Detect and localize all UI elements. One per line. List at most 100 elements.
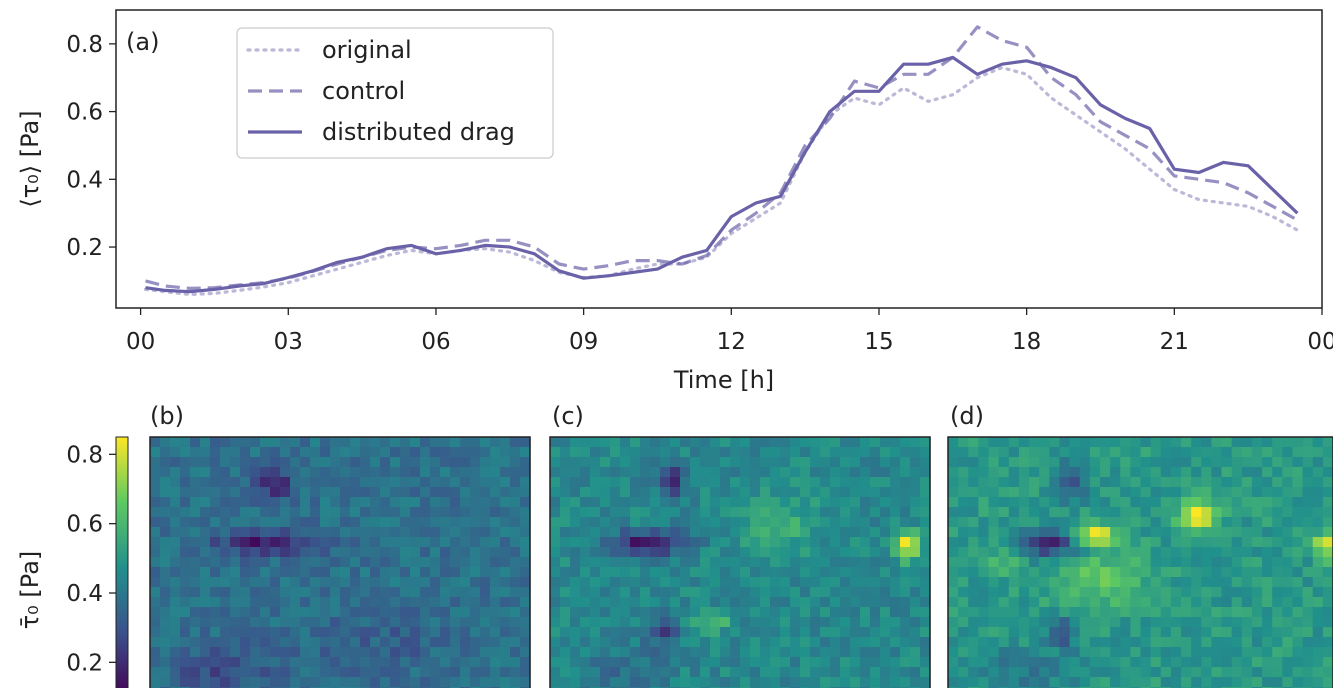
heatmap-cell [480, 637, 491, 648]
heatmap-cell [210, 677, 221, 688]
heatmap-cell [610, 547, 621, 558]
heatmap-cell [1069, 447, 1081, 458]
heatmap-cell [1272, 437, 1283, 448]
heatmap-cell [750, 587, 761, 598]
heatmap-cell [790, 557, 801, 568]
heatmap-cell [1221, 527, 1233, 538]
heatmap-cell [1181, 647, 1192, 658]
heatmap-cell [630, 647, 641, 658]
heatmap-cell [920, 467, 931, 478]
heatmap-cell [500, 677, 511, 688]
heatmap-cell [978, 667, 990, 678]
heatmap-cell [340, 507, 351, 518]
heatmap-cell [220, 507, 231, 518]
heatmap-cell [760, 587, 771, 598]
heatmap-cell [810, 627, 821, 638]
heatmap-cell [1181, 567, 1192, 578]
heatmap-cell [660, 637, 671, 648]
heatmap-cell [1049, 657, 1061, 668]
heatmap-cell [1282, 467, 1294, 478]
heatmap-cell [570, 657, 581, 668]
heatmap-cell [948, 627, 959, 638]
heatmap-cell [1150, 647, 1162, 658]
heatmap-cell [1140, 487, 1152, 498]
heatmap-cell [1211, 487, 1223, 498]
heatmap-cell [780, 637, 791, 648]
heatmap-cell [500, 467, 511, 478]
heatmap-cell [730, 547, 741, 558]
heatmap-cell [840, 497, 851, 508]
heatmap-cell [978, 447, 990, 458]
heatmap-cell [440, 567, 451, 578]
heatmap-cell [690, 517, 701, 528]
heatmap-cell [370, 677, 381, 688]
heatmap-cell [860, 567, 871, 578]
heatmap-cell [360, 437, 371, 448]
heatmap-panel-d [947, 436, 1333, 692]
heatmap-cell [220, 597, 231, 608]
heatmap-cell [240, 527, 251, 538]
heatmap-cell [820, 477, 831, 488]
heatmap-cell [870, 657, 881, 668]
heatmap-cell [580, 477, 591, 488]
heatmap-cell [570, 677, 581, 688]
heatmap-cell [910, 627, 921, 638]
heatmap-cell [1079, 647, 1091, 658]
heatmap-cell [230, 437, 241, 448]
heatmap-cell [790, 467, 801, 478]
panel-label-b: (b) [150, 402, 184, 430]
heatmap-cell [978, 657, 990, 668]
heatmap-cell [1160, 637, 1172, 648]
heatmap-cell [380, 677, 391, 688]
heatmap-cell [700, 497, 711, 508]
heatmap-cell [280, 607, 291, 618]
heatmap-cell [660, 667, 671, 678]
heatmap-cell [270, 667, 281, 678]
heatmap-cell [220, 487, 231, 498]
heatmap-cell [230, 497, 241, 508]
heatmap-cell [770, 587, 781, 598]
heatmap-cell [200, 637, 211, 648]
panel-label-c: (c) [552, 402, 584, 430]
heatmap-cell [1049, 487, 1061, 498]
heatmap-cell [1089, 667, 1101, 678]
heatmap-cell [410, 507, 421, 518]
heatmap-cell [800, 447, 811, 458]
heatmap-cell [1059, 657, 1071, 668]
heatmap-cell [760, 517, 771, 528]
heatmap-cell [360, 537, 371, 548]
heatmap-cell [860, 497, 871, 508]
heatmap-cell [1079, 457, 1091, 468]
heatmap-cell [840, 577, 851, 588]
heatmap-cell [920, 637, 931, 648]
heatmap-cell [760, 647, 771, 658]
heatmap-cell [450, 577, 461, 588]
heatmap-cell [350, 447, 361, 458]
heatmap-cell [1282, 527, 1294, 538]
heatmap-cell [910, 487, 921, 498]
heatmap-cell [280, 577, 291, 588]
heatmap-cell [850, 437, 861, 448]
heatmap-cell [1282, 567, 1294, 578]
heatmap-cell [680, 557, 691, 568]
heatmap-cell [310, 637, 321, 648]
heatmap-cell [550, 497, 561, 508]
heatmap-cell [290, 517, 301, 528]
heatmap-cell [1211, 627, 1223, 638]
heatmap-cell [660, 537, 671, 548]
heatmap-cell [1322, 577, 1333, 588]
heatmap-cell [760, 457, 771, 468]
heatmap-cell [650, 657, 661, 668]
heatmap-cell [300, 607, 311, 618]
heatmap-cell [1170, 567, 1182, 578]
heatmap-cell [948, 507, 959, 518]
heatmap-cell [480, 507, 491, 518]
heatmap-cell [720, 637, 731, 648]
heatmap-cell [640, 497, 651, 508]
heatmap-cell [810, 517, 821, 528]
heatmap-cell [740, 587, 751, 598]
heatmap-cell [550, 577, 561, 588]
heatmap-cell [820, 597, 831, 608]
heatmap-cell [1211, 447, 1223, 458]
heatmap-cell [500, 577, 511, 588]
